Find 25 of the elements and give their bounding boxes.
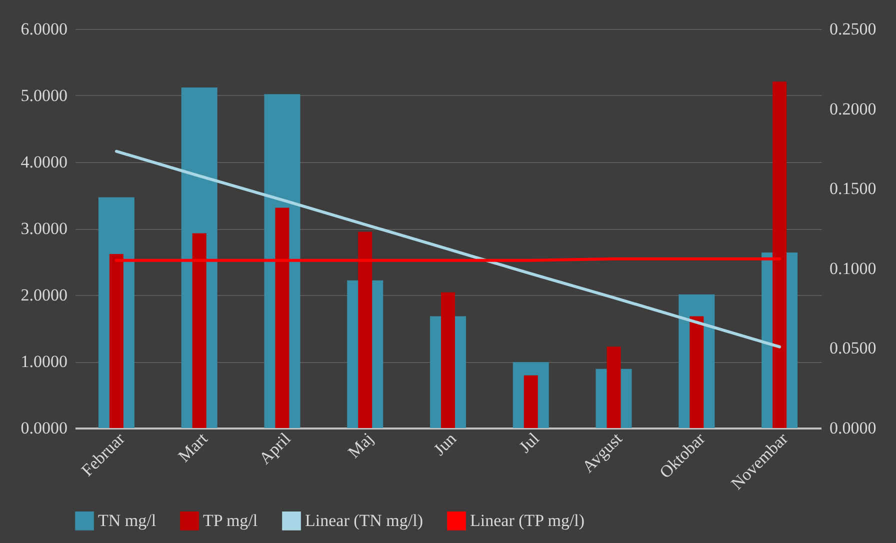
y-tick-label: 3.0000 [20, 219, 68, 238]
x-tick-label: Jun [430, 428, 460, 460]
y2-tick-label: 0.1500 [830, 179, 876, 198]
legend-label: Linear (TP mg/l) [470, 510, 585, 530]
y-tick-label: 2.0000 [20, 286, 68, 304]
x-tick-label: Maj [344, 429, 378, 462]
legend-label: TP mg/l [203, 510, 258, 530]
y2-tick-label: 0.0000 [830, 418, 876, 438]
line-series [114, 150, 782, 348]
y-tick-label: 6.0000 [20, 20, 68, 38]
bar [109, 254, 124, 428]
y-tick-label: 1.0000 [20, 352, 68, 371]
bar [275, 208, 290, 428]
y2-tick-label: 0.2500 [830, 20, 876, 38]
y2-tick-label: 0.1000 [830, 258, 876, 278]
y-tick-label: 5.0000 [20, 86, 68, 105]
legend-label: TN mg/l [98, 510, 156, 530]
x-tick-label: Jul [515, 428, 544, 457]
y-tick-label: 0.0000 [20, 418, 68, 438]
y2-tick-label: 0.2000 [830, 99, 876, 118]
bar [192, 233, 206, 428]
legend-label: Linear (TN mg/l) [305, 510, 424, 530]
x-tick-label: Mart [174, 428, 212, 466]
y2-tick-label: 0.0500 [830, 338, 876, 358]
y-tick-label: 4.0000 [20, 152, 68, 172]
